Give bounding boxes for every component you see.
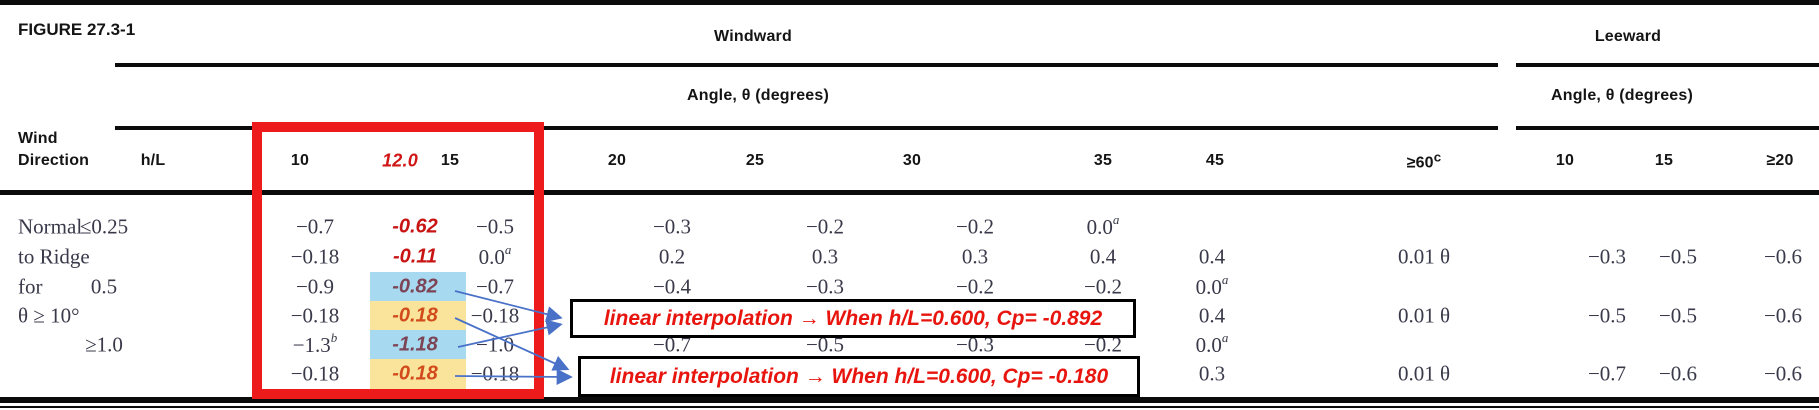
windward-header: Windward bbox=[714, 28, 792, 45]
header-bottom-rule bbox=[0, 190, 1819, 195]
hl-value: ≥1.0 bbox=[85, 332, 123, 357]
column-header: ≥20 bbox=[1766, 152, 1794, 169]
table-cell: −0.4 bbox=[652, 274, 692, 299]
table-cell: 0.0a bbox=[1195, 330, 1229, 357]
table-cell: −0.7 bbox=[1587, 361, 1627, 386]
column-header: 15 bbox=[1654, 152, 1674, 169]
wind-direction-text: for bbox=[18, 274, 43, 299]
table-cell: 0.3 bbox=[811, 244, 839, 269]
hl-value: 0.5 bbox=[90, 274, 118, 299]
leeward-angle-rule bbox=[1516, 126, 1819, 130]
column-header: 15 bbox=[440, 152, 460, 169]
table-cell: −0.5 bbox=[475, 214, 515, 239]
table-cell: −0.3 bbox=[1587, 244, 1627, 269]
table-cell: −0.5 bbox=[1658, 244, 1698, 269]
table-cell: −0.7 bbox=[295, 214, 335, 239]
table-cell: −0.6 bbox=[1763, 303, 1803, 328]
table-cell: 0.0a bbox=[1086, 212, 1120, 239]
bottom-rule-thin bbox=[0, 406, 1819, 408]
column-header: 35 bbox=[1093, 152, 1113, 169]
table-cell: 0.4 bbox=[1198, 303, 1226, 328]
column-header: ≥60c bbox=[1406, 149, 1442, 172]
interpolated-value: -0.18 bbox=[392, 362, 438, 385]
interpolation-annotation-2: linear interpolation → When h/L=0.600, C… bbox=[578, 356, 1140, 397]
figure-label: FIGURE 27.3-1 bbox=[18, 20, 136, 39]
table-cell: 0.01 θ bbox=[1397, 361, 1451, 386]
interpolation-annotation-1: linear interpolation → When h/L=0.600, C… bbox=[570, 299, 1136, 338]
red-emphasis-rectangle bbox=[252, 122, 544, 399]
table-cell: −0.3 bbox=[652, 214, 692, 239]
windward-angle-header: Angle, θ (degrees) bbox=[686, 87, 830, 104]
table-cell: 0.0a bbox=[1195, 272, 1229, 299]
table-cell: 0.3 bbox=[1198, 361, 1226, 386]
table-cell: 0.0a bbox=[478, 242, 512, 269]
highlight-cell bbox=[370, 359, 466, 393]
windward-angle-rule bbox=[115, 126, 1498, 130]
table-cell: −0.3 bbox=[805, 274, 845, 299]
highlight-cell bbox=[370, 330, 466, 360]
table-cell: −0.6 bbox=[1763, 361, 1803, 386]
table-cell: −0.6 bbox=[1763, 244, 1803, 269]
table-cell: 0.3 bbox=[961, 244, 989, 269]
wind-direction-text: θ ≥ 10° bbox=[18, 303, 80, 328]
wind-direction-header-line1: Wind bbox=[18, 130, 58, 147]
table-cell: −0.6 bbox=[1658, 361, 1698, 386]
leeward-angle-header: Angle, θ (degrees) bbox=[1550, 87, 1694, 104]
column-header: 45 bbox=[1205, 152, 1225, 169]
table-cell: −0.5 bbox=[1587, 303, 1627, 328]
column-header: 30 bbox=[902, 152, 922, 169]
table-cell: 0.2 bbox=[658, 244, 686, 269]
highlight-cell bbox=[370, 272, 466, 302]
table-cell: 0.4 bbox=[1089, 244, 1117, 269]
table-cell: −0.9 bbox=[295, 274, 335, 299]
column-header: 12.0 bbox=[382, 150, 418, 171]
interpolated-value: -0.18 bbox=[392, 304, 438, 327]
column-header: 10 bbox=[290, 152, 310, 169]
table-cell: 0.01 θ bbox=[1397, 303, 1451, 328]
column-header: 25 bbox=[745, 152, 765, 169]
table-cell: −0.2 bbox=[1083, 274, 1123, 299]
interpolated-value: -0.82 bbox=[392, 275, 438, 298]
table-cell: 0.4 bbox=[1198, 244, 1226, 269]
table-cell: 0.01 θ bbox=[1397, 244, 1451, 269]
interpolated-value: -0.11 bbox=[392, 245, 438, 268]
wind-direction-header-line2: Direction bbox=[18, 152, 90, 169]
table-cell: −0.2 bbox=[955, 214, 995, 239]
bottom-rule-thick bbox=[0, 397, 1819, 403]
column-header: 10 bbox=[1555, 152, 1575, 169]
table-cell: −0.2 bbox=[805, 214, 845, 239]
leeward-header: Leeward bbox=[1594, 28, 1662, 45]
highlight-cell bbox=[370, 301, 466, 331]
top-rule bbox=[0, 0, 1819, 5]
leeward-rule bbox=[1516, 63, 1819, 67]
wind-direction-text: Normal bbox=[18, 214, 83, 239]
wind-direction-text: to Ridge bbox=[18, 244, 90, 269]
column-header: 20 bbox=[607, 152, 627, 169]
table-cell: −0.18 bbox=[290, 303, 340, 328]
hl-header: h/L bbox=[140, 152, 166, 169]
hl-value: ≤0.25 bbox=[79, 214, 129, 239]
table-cell: −0.5 bbox=[1658, 303, 1698, 328]
interpolated-value: -0.62 bbox=[392, 215, 438, 238]
table-cell: −0.2 bbox=[955, 274, 995, 299]
interpolated-value: -1.18 bbox=[392, 333, 438, 356]
windward-rule bbox=[115, 63, 1498, 67]
table-cell: −1.3b bbox=[292, 330, 338, 357]
table-cell: −0.18 bbox=[290, 361, 340, 386]
table-cell: −0.18 bbox=[290, 244, 340, 269]
